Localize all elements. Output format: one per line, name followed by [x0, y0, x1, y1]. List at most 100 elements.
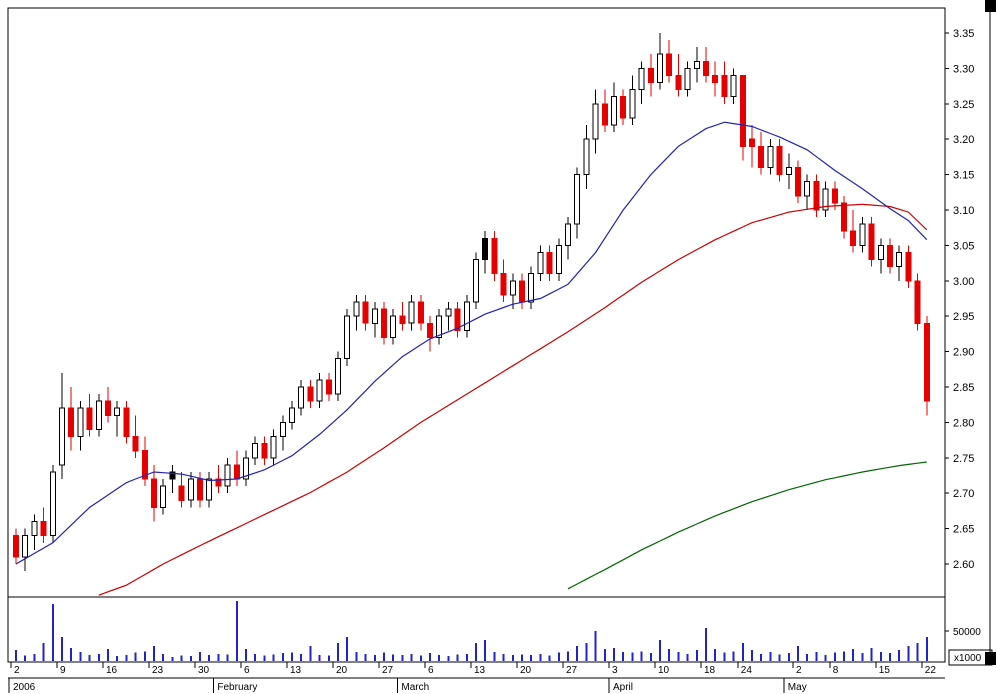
candle: [905, 245, 912, 288]
candle: [243, 450, 249, 487]
volume-bar: [769, 652, 772, 661]
y-axis-label: 2.75: [953, 453, 974, 465]
x-axis-day-label: 30: [198, 665, 210, 676]
candle-body: [151, 478, 157, 508]
volume-bar: [907, 646, 910, 661]
y-axis-label: 3.25: [953, 99, 974, 111]
y-axis-label: 3.35: [953, 28, 974, 40]
volume-bar: [15, 650, 17, 661]
volume-bar: [797, 646, 799, 661]
candle: [454, 302, 461, 338]
candle: [169, 464, 176, 494]
volume-bar: [622, 652, 625, 661]
candle: [187, 472, 194, 508]
volume-bar: [447, 656, 450, 661]
candle-body: [914, 280, 921, 324]
volume-bar: [42, 643, 45, 661]
volume-bar: [263, 655, 266, 661]
x-axis-day-label: 27: [382, 665, 394, 676]
candle: [868, 217, 875, 267]
candle-body: [850, 230, 857, 246]
volume-bar: [502, 653, 505, 661]
candle-body: [859, 223, 866, 246]
candle-body: [831, 188, 838, 204]
volume-bar: [208, 655, 211, 661]
candle-body: [712, 75, 719, 84]
y-axis-label: 2.70: [953, 488, 974, 500]
candle-body: [233, 464, 240, 480]
candle: [500, 259, 507, 302]
candle-body: [390, 315, 397, 338]
x-axis-day-label: 6: [428, 665, 434, 676]
candle: [270, 429, 277, 465]
year-label: 2006: [13, 682, 36, 693]
volume-bar: [107, 649, 109, 661]
volume-axis-label: 50000: [953, 627, 981, 638]
volume-bar: [355, 652, 358, 661]
candle-body: [896, 252, 903, 268]
candle: [785, 153, 792, 189]
candle-body: [841, 202, 847, 232]
x-axis-day-label: 27: [566, 665, 578, 676]
candle-body: [528, 273, 535, 303]
scrollbar-top-cap[interactable]: [985, 0, 996, 12]
volume-bar: [373, 655, 376, 661]
volume-bar: [613, 647, 615, 661]
candle: [390, 309, 397, 345]
candle: [344, 309, 351, 366]
candle: [804, 174, 811, 210]
month-label: February: [217, 682, 257, 693]
candle: [684, 61, 691, 97]
volume-bar: [272, 654, 275, 661]
candle-body: [68, 407, 75, 438]
candle-body: [767, 145, 774, 169]
chart-frame: [7, 7, 946, 663]
candle-body: [739, 75, 746, 147]
volume-bar: [153, 646, 155, 661]
volume-bar: [410, 653, 413, 661]
volume-bar: [511, 655, 514, 661]
candle-body: [445, 308, 452, 317]
candle: [353, 295, 360, 331]
candle: [620, 89, 627, 125]
candle: [77, 401, 84, 451]
candle-body: [583, 138, 590, 176]
candle-body: [804, 181, 811, 197]
candle-body: [381, 308, 387, 338]
candle-body: [537, 252, 544, 275]
candle-body: [371, 308, 378, 324]
candle: [491, 231, 498, 281]
volume-bar: [843, 651, 845, 661]
candle-body: [408, 301, 415, 324]
volume-bar: [686, 653, 689, 661]
y-axis-label: 3.20: [953, 134, 974, 146]
volume-bar: [649, 653, 652, 661]
candle: [123, 401, 130, 444]
volume-bar: [438, 655, 441, 661]
candle-body: [160, 485, 167, 508]
volume-bar: [337, 643, 339, 661]
volume-bar: [97, 653, 100, 661]
x-axis-day-label: 9: [60, 665, 66, 676]
volume-bar: [245, 649, 247, 661]
candle: [399, 302, 406, 331]
volume-bar: [493, 652, 496, 661]
volume-bar: [125, 655, 128, 661]
candle-body: [417, 301, 424, 324]
candle-body: [13, 535, 19, 558]
y-axis-label: 2.85: [953, 382, 974, 394]
candle: [767, 139, 774, 175]
candle: [841, 195, 847, 239]
x-axis-day-label: 20: [336, 665, 348, 676]
scrollbar-bottom-cap[interactable]: [985, 652, 996, 665]
volume-bar: [557, 652, 560, 661]
candle-body: [353, 301, 360, 317]
ma-line-long: [567, 461, 927, 590]
volume-bar: [51, 604, 54, 661]
candle-body: [693, 60, 700, 69]
volume-bar: [640, 651, 643, 661]
volume-bar: [898, 650, 901, 661]
candle: [730, 68, 737, 104]
candle: [629, 75, 636, 125]
candle: [537, 245, 544, 281]
